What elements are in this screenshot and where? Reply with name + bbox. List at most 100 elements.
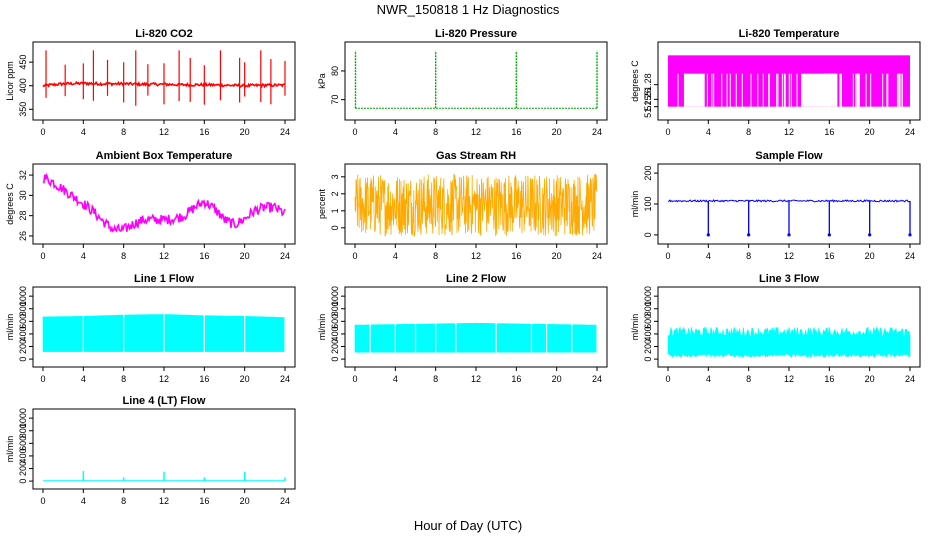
chart-panel: Line 2 Flow 0 4 8 12 16 20 24 0 2004006008001000m… [317,273,608,384]
x-tick-label: 16 [199,374,209,384]
y-axis-label: ml/min [630,314,640,341]
x-tick-label: 4 [393,127,398,137]
series-point [706,233,710,237]
series-point [747,233,751,237]
x-tick-label: 4 [81,127,86,137]
y-tick-label: 600 [18,436,28,451]
x-tick-label: 0 [352,374,357,384]
x-tick-label: 4 [81,374,86,384]
x-tick-label: 24 [280,127,290,137]
x-tick-label: 0 [40,127,45,137]
x-tick-label: 20 [552,251,562,261]
x-tick-label: 16 [199,496,209,506]
x-tick-label: 4 [393,251,398,261]
x-tick-label: 16 [824,251,834,261]
x-tick-label: 8 [746,251,751,261]
chart-panel: Line 1 Flow 0 4 8 12 16 20 24 0 2004006008001000m… [5,273,296,384]
series-point [868,233,872,237]
chart-title: Li-820 Temperature [739,28,840,40]
x-tick-label: 24 [592,374,602,384]
x-tick-label: 16 [199,127,209,137]
x-tick-label: 12 [784,374,794,384]
series-marks [42,312,286,353]
series-marks [668,55,910,107]
x-tick-label: 8 [433,127,438,137]
series-band [667,326,911,359]
series-marks [354,50,598,109]
x-tick-label: 24 [905,251,915,261]
y-tick-label: 400 [18,78,28,93]
x-tick-label: 0 [40,374,45,384]
chart-title: Sample Flow [755,150,823,162]
x-tick-label: 8 [433,251,438,261]
chart-title: Line 1 Flow [134,273,194,285]
y-tick-label: 200 [18,461,28,476]
x-tick-label: 4 [706,374,711,384]
series-marks [42,172,286,233]
y-tick-label: 600 [330,314,340,329]
x-tick-label: 8 [746,127,751,137]
x-tick-label: 16 [199,251,209,261]
y-tick-label: 1000 [18,408,28,428]
y-tick-label: 800 [330,301,340,316]
chart-title: Li-820 Pressure [435,28,517,40]
y-tick-label: 450 [18,55,28,70]
chart-title: Gas Stream RH [436,150,516,162]
y-tick-label: 800 [643,301,653,316]
y-tick-label: 51.26 [643,88,653,111]
x-tick-label: 8 [121,251,126,261]
series-gap [801,73,838,107]
series-marks [43,471,286,482]
x-tick-label: 20 [240,127,250,137]
x-tick-label: 4 [393,374,398,384]
y-axis-label: ml/min [317,314,327,341]
series-line [42,172,286,233]
y-axis-label: degrees C [5,183,15,225]
figure-title: NWR_150818 1 Hz Diagnostics [376,2,560,17]
x-tick-label: 0 [665,251,670,261]
y-tick-label: 51.25 [643,95,653,118]
y-tick-label: 800 [18,423,28,438]
x-tick-label: 0 [665,127,670,137]
x-tick-label: 12 [159,251,169,261]
chart-title: Ambient Box Temperature [96,150,233,162]
x-tick-label: 8 [746,374,751,384]
y-tick-label: 1000 [18,286,28,306]
x-tick-label: 12 [471,374,481,384]
x-tick-label: 20 [240,374,250,384]
x-tick-label: 12 [159,374,169,384]
x-tick-label: 4 [706,127,711,137]
x-tick-label: 20 [865,374,875,384]
x-tick-label: 16 [511,251,521,261]
x-tick-label: 20 [865,127,875,137]
chart-panel: Li-820 Temperature 0 4 8 12 16 20 24 51.2551.265… [630,28,921,137]
x-tick-label: 0 [40,251,45,261]
y-tick-label: 400 [330,326,340,341]
y-tick-label: 200 [643,339,653,354]
y-tick-label: 0 [18,479,28,484]
y-axis-label: ml/min [5,436,15,463]
chart-title: Line 3 Flow [759,273,819,285]
x-tick-label: 4 [706,251,711,261]
x-tick-label: 20 [240,251,250,261]
x-tick-label: 16 [824,374,834,384]
x-tick-label: 20 [865,251,875,261]
y-tick-label: 400 [18,326,28,341]
x-tick-label: 24 [905,127,915,137]
y-axis-label: Licor ppm [5,61,15,101]
x-tick-label: 24 [592,127,602,137]
series-point [908,233,912,237]
y-tick-label: 200 [18,339,28,354]
y-tick-label: 600 [18,314,28,329]
y-tick-label: 0 [330,225,340,230]
y-tick-label: 200 [643,166,653,181]
y-axis-label: percent [317,188,327,219]
x-tick-label: 0 [352,127,357,137]
y-axis-label: degrees C [630,60,640,102]
x-tick-label: 16 [824,127,834,137]
y-tick-label: 1000 [330,286,340,306]
